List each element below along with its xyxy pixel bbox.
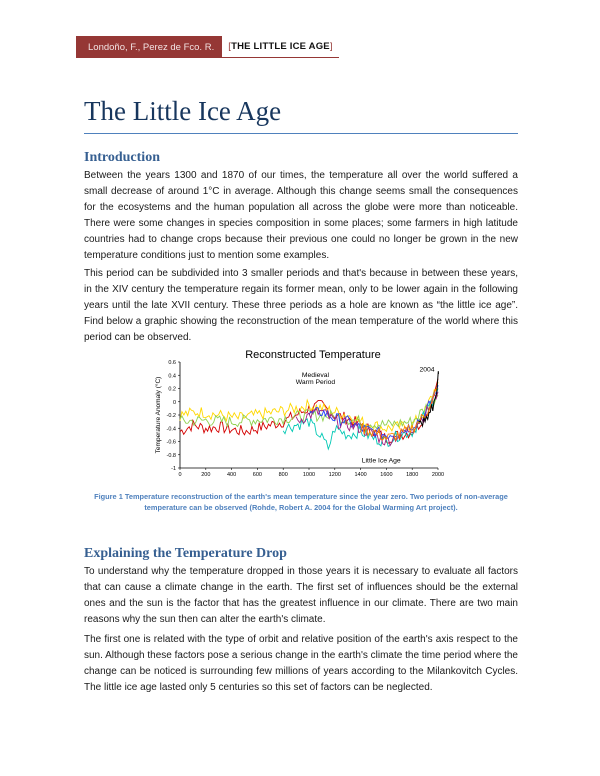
header-short-title-text: THE LITTLE ICE AGE <box>231 41 330 52</box>
series-line-7 <box>418 371 439 428</box>
page-title: The Little Ice Age <box>84 96 282 126</box>
y-tick-label: -1 <box>171 466 176 472</box>
y-tick-label: -0.4 <box>167 426 176 432</box>
x-tick-label: 800 <box>279 472 288 478</box>
explaining-paragraph-1: To understand why the temperature droppe… <box>84 566 518 625</box>
header-open-bracket: [ <box>228 41 232 52</box>
x-tick-label: 1200 <box>329 472 341 478</box>
y-tick-label: 0.6 <box>168 360 176 366</box>
chart-annotation-2: 2004 <box>419 366 434 373</box>
intro-paragraph-1: Between the years 1300 and 1870 of our t… <box>84 170 518 261</box>
series-line-1 <box>179 381 439 433</box>
x-tick-label: 600 <box>253 472 262 478</box>
header-authors: Londoño, F., Perez de Fco. R. <box>76 36 223 58</box>
x-tick-label: 1400 <box>354 472 366 478</box>
x-tick-label: 1600 <box>380 472 392 478</box>
x-tick-label: 1800 <box>406 472 418 478</box>
series-line-2 <box>179 394 439 430</box>
x-tick-label: 200 <box>201 472 210 478</box>
section-heading-introduction: Introduction <box>84 150 160 165</box>
figure-caption: Figure 1 Temperature reconstruction of t… <box>94 492 508 512</box>
reconstructed-temperature-chart: Reconstructed Temperature Temperature Ano… <box>154 349 444 478</box>
y-tick-label: -0.8 <box>167 453 176 459</box>
chart-annotation-0: Medieval <box>302 372 330 379</box>
chart-annotation-1: Warm Period <box>296 379 336 386</box>
title-rule <box>84 133 518 134</box>
intro-paragraph-2: This period can be subdivided into 3 sma… <box>84 268 518 343</box>
x-tick-label: 1000 <box>303 472 315 478</box>
x-tick-label: 2000 <box>432 472 444 478</box>
y-tick-label: 0 <box>173 400 176 406</box>
series-line-3 <box>282 388 439 451</box>
x-tick-label: 0 <box>178 472 181 478</box>
running-header: Londoño, F., Perez de Fco. R. [ THE LITT… <box>76 36 339 58</box>
chart-annotation-3: Little Ice Age <box>362 458 401 465</box>
y-tick-label: -0.2 <box>167 413 176 419</box>
y-tick-label: 0.4 <box>168 373 176 379</box>
y-tick-label: 0.2 <box>168 387 176 393</box>
chart-title: Reconstructed Temperature <box>245 349 381 361</box>
x-tick-label: 400 <box>227 472 236 478</box>
header-close-bracket: ] <box>329 41 333 52</box>
header-short-title: [ THE LITTLE ICE AGE ] <box>222 36 339 58</box>
chart-y-axis-label: Temperature Anomaly (°C) <box>154 377 162 454</box>
section-heading-explaining: Explaining the Temperature Drop <box>84 546 287 561</box>
explaining-paragraph-2: The first one is related with the type o… <box>84 634 518 693</box>
series-line-6 <box>360 388 439 441</box>
y-tick-label: -0.6 <box>167 440 176 446</box>
